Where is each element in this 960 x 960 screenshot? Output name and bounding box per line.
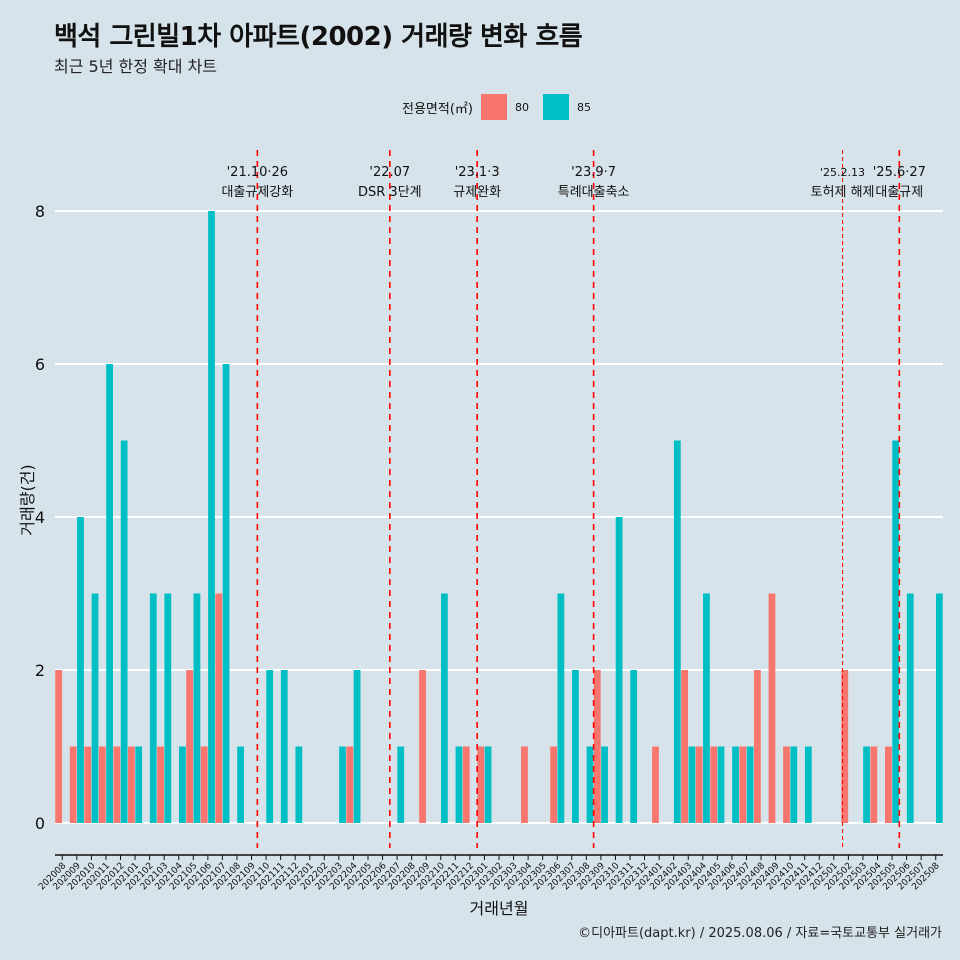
event-date: '21.10·26 — [227, 165, 288, 180]
bar-85 — [149, 593, 157, 823]
bar-80 — [200, 746, 208, 823]
event-label: 토허제 해제 — [811, 185, 875, 200]
bar-85 — [703, 593, 710, 823]
chart-title: 백석 그린빌1차 아파트(2002) 거래량 변화 흐름 — [54, 22, 583, 52]
bar-80 — [783, 746, 790, 823]
bar-85 — [208, 211, 215, 823]
bar-85 — [77, 517, 84, 823]
bar-85 — [804, 746, 812, 823]
y-axis-title: 거래량(건) — [18, 464, 37, 535]
event-date: '25.2.13 — [820, 166, 865, 179]
bar-80 — [113, 746, 121, 823]
bar-85 — [484, 746, 492, 823]
bar-85 — [91, 593, 99, 823]
bar-80 — [550, 746, 557, 823]
bar-85 — [935, 593, 943, 823]
event-label: DSR 3단계 — [358, 185, 422, 200]
bar-85 — [295, 746, 303, 823]
bar-85 — [892, 440, 900, 823]
legend-key-80 — [480, 94, 507, 120]
bar-80 — [186, 670, 194, 823]
y-tick-label: 4 — [35, 508, 45, 527]
y-tick-label: 6 — [35, 355, 45, 374]
bar-80 — [870, 746, 878, 823]
event-label: 대출규제강화 — [221, 185, 293, 200]
event-date: '22.07 — [369, 165, 410, 180]
event-date: '25.6·27 — [873, 165, 926, 180]
bar-85 — [746, 746, 754, 823]
bar-80 — [69, 746, 77, 823]
bar-80 — [346, 746, 354, 823]
event-date: '23.9·7 — [571, 165, 616, 180]
bar-85 — [237, 746, 244, 823]
bar-80 — [652, 746, 659, 823]
bar-80 — [462, 746, 470, 823]
bar-85 — [673, 440, 681, 823]
legend: 전용면적(㎡) 80 85 — [402, 94, 605, 120]
bar-80 — [768, 593, 776, 823]
bar-85 — [178, 746, 186, 823]
event-label: 특례대출축소 — [558, 185, 630, 200]
event-date: '23.1·3 — [455, 165, 500, 180]
legend-title: 전용면적(㎡) — [402, 101, 473, 117]
bar-80 — [754, 670, 761, 823]
bar-85 — [339, 746, 346, 823]
bar-85 — [630, 670, 638, 823]
bar-80 — [98, 746, 106, 823]
bar-80 — [841, 670, 849, 823]
bar-85 — [353, 670, 361, 823]
bar-80 — [739, 746, 747, 823]
bar-80 — [681, 670, 688, 823]
bar-80 — [521, 746, 528, 823]
y-tick-label: 2 — [35, 661, 45, 680]
bar-80 — [885, 746, 892, 823]
bar-80 — [128, 746, 135, 823]
bar-85 — [280, 670, 288, 823]
bar-80 — [215, 593, 223, 823]
bar-85 — [222, 364, 230, 823]
y-tick-label: 0 — [35, 814, 45, 833]
bar-85 — [572, 670, 579, 823]
bar-85 — [120, 440, 128, 823]
bar-80 — [695, 746, 703, 823]
caption: ©디아파트(dapt.kr) / 2025.08.06 / 자료=국토교통부 실… — [578, 926, 942, 941]
event-label: 대출규제 — [875, 185, 923, 200]
bar-80 — [593, 670, 601, 823]
bar-85 — [455, 746, 463, 823]
bar-85 — [135, 746, 143, 823]
legend-key-85 — [542, 94, 569, 120]
bar-80 — [477, 746, 485, 823]
bar-85 — [441, 593, 448, 823]
bar-85 — [688, 746, 696, 823]
bar-85 — [863, 746, 870, 823]
bar-80 — [419, 670, 426, 823]
bar-85 — [601, 746, 608, 823]
bar-85 — [717, 746, 725, 823]
bar-85 — [906, 593, 914, 823]
bar-80 — [157, 746, 164, 823]
x-axis-title: 거래년월 — [470, 899, 529, 918]
bar-85 — [266, 670, 274, 823]
event-label: 규제완화 — [453, 185, 501, 200]
bar-80 — [710, 746, 718, 823]
chart-subtitle: 최근 5년 한정 확대 차트 — [54, 57, 218, 76]
y-tick-label: 8 — [35, 202, 45, 221]
bar-80 — [84, 746, 92, 823]
bar-85 — [164, 593, 172, 823]
legend-label-85: 85 — [576, 100, 591, 114]
bar-85 — [615, 517, 623, 823]
bar-85 — [586, 746, 594, 823]
bar-85 — [106, 364, 113, 823]
bar-85 — [397, 746, 405, 823]
bar-85 — [732, 746, 739, 823]
bar-85 — [790, 746, 798, 823]
bar-80 — [55, 670, 63, 823]
bar-85 — [193, 593, 201, 823]
legend-label-80: 80 — [514, 100, 529, 114]
bar-85 — [557, 593, 565, 823]
